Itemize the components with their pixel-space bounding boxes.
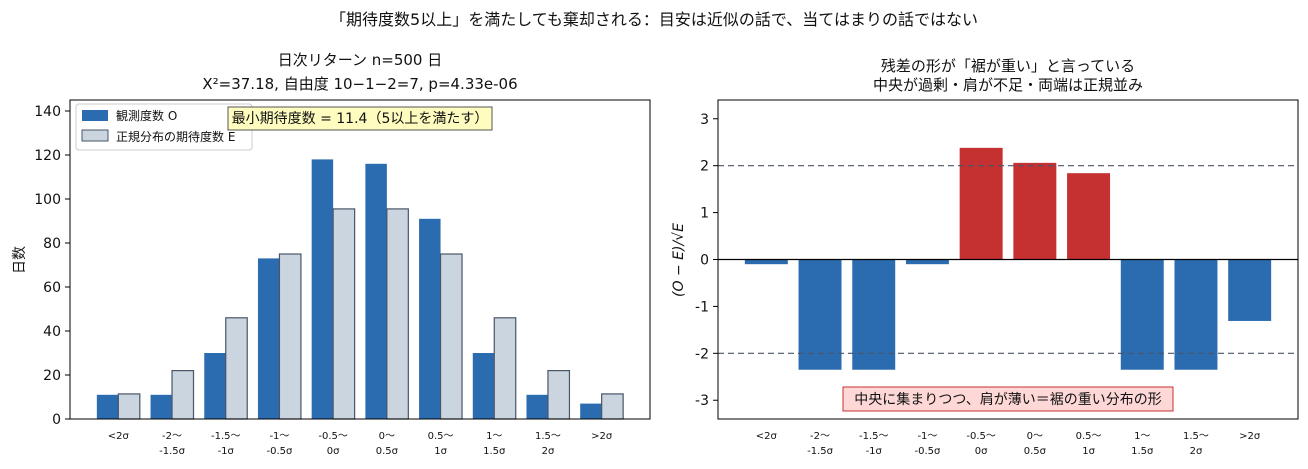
expected-bar [171,370,195,420]
figure-title: 「期待度数5以上」を満たしても棄却される：目安は近似の話で、当てはまりの話ではな… [330,10,978,29]
y-tick-label: 80 [43,236,61,252]
y-tick-label: 2 [700,159,709,175]
expected-bar [117,393,141,420]
left-annotation-box: 最小期待度数 = 11.4（5以上を満たす） [227,106,493,131]
right-annotation-text: 中央に集まりつつ、肩が薄い＝裾の重い分布の形 [854,391,1162,408]
left-plot-frame [69,99,651,420]
observed-bar [257,258,280,419]
y-tick-label: 60 [43,280,61,296]
expected-bar [225,317,248,420]
observed-bar [526,394,548,419]
right-annotation-box: 中央に集まりつつ、肩が薄い＝裾の重い分布の形 [842,386,1174,412]
y-tick-label: -3 [695,393,709,409]
left-chart-subtitle: X²=37.18, 自由度 10−1−2=7, p=4.33e-06 [202,75,517,93]
legend-observed-swatch [82,110,108,121]
right-y-axis-label: (O − E)/√E [671,223,687,297]
positive-residual-bar [1013,162,1057,260]
y-tick-label: 120 [34,148,61,164]
x-tick-label: -1〜-0.5σ [267,431,294,457]
observed-bar [150,394,173,419]
left-annotation-text: 最小期待度数 = 11.4（5以上を満たす） [232,111,489,127]
expected-bar [601,393,624,420]
x-tick-label: 0〜 0.5σ [1024,431,1047,457]
right-chart-subtitle: 中央が過剰・肩が不足・両端は正規並み [873,76,1143,94]
expected-bar [439,253,463,420]
y-tick-label: 3 [700,112,709,128]
negative-residual-bar [744,259,788,265]
left-y-axis-label: 日数 [12,246,28,274]
y-tick-label: 20 [43,368,61,384]
expected-bar [493,317,517,420]
histogram-chart: 日次リターン n=500 日 X²=37.18, 自由度 10−1−2=7, p… [12,51,651,457]
expected-bar [278,253,302,420]
negative-residual-bar [852,259,896,370]
x-tick-label: 0.5〜 1σ [428,431,454,457]
positive-residual-bar [959,147,1003,260]
x-tick-label: -0.5〜 0σ [966,431,996,457]
x-tick-label: >2σ [1239,431,1261,442]
y-tick-label: 1 [700,206,709,222]
observed-bar [96,394,119,419]
residual-chart: 残差の形が「裾が重い」と言っている 中央が過剰・肩が不足・両端は正規並み -3 -… [671,57,1299,457]
y-tick-label: 40 [43,324,61,340]
expected-bar [332,208,356,420]
negative-residual-bar [1228,259,1272,321]
negative-residual-bar [1174,259,1218,370]
x-tick-label: -1〜-0.5σ [915,431,942,457]
x-tick-label: -2〜-1.5σ [159,431,186,457]
x-tick-label: 1〜 1.5σ [483,431,506,457]
x-tick-label: 0〜 0.5σ [376,431,399,457]
x-tick-label: 1〜 1.5σ [1131,431,1154,457]
negative-residual-bar [798,259,842,370]
negative-residual-bar [905,259,949,265]
legend-expected-swatch [81,129,109,142]
y-tick-label: -2 [695,346,709,362]
left-chart-title: 日次リターン n=500 日 [278,51,443,69]
legend-expected-label: 正規分布の期待度数 E [116,129,235,144]
x-tick-label: -0.5〜 0σ [318,431,348,457]
x-tick-label: >2σ [591,431,613,442]
x-tick-label: 1.5〜 2σ [535,431,561,457]
observed-bar [419,218,441,419]
expected-bar [547,370,571,420]
observed-bar [365,163,387,419]
y-tick-label: 0 [52,412,61,428]
observed-bar [204,353,226,419]
negative-residual-bar [1120,259,1164,370]
x-tick-label: -1.5〜-1σ [859,431,889,457]
x-tick-label: <2σ [756,431,778,442]
left-legend: 観測度数 O 正規分布の期待度数 E [75,103,253,151]
y-tick-label: 100 [34,192,61,208]
observed-bar [472,353,495,419]
x-tick-label: -2〜-1.5σ [807,431,834,457]
positive-residual-bar [1067,173,1111,260]
y-tick-label: 140 [34,104,61,120]
x-tick-label: 0.5〜 1σ [1076,431,1102,457]
right-chart-title: 残差の形が「裾が重い」と言っている [881,57,1135,75]
y-tick-label: -1 [695,299,709,315]
x-tick-label: <2σ [108,431,130,442]
x-tick-label: -1.5〜-1σ [211,431,241,457]
x-tick-label: 1.5〜 2σ [1183,431,1209,457]
expected-bar [386,208,409,420]
y-tick-label: 0 [700,253,709,269]
legend-observed-label: 観測度数 O [116,108,177,123]
observed-bar [580,403,602,419]
observed-bar [311,159,334,419]
